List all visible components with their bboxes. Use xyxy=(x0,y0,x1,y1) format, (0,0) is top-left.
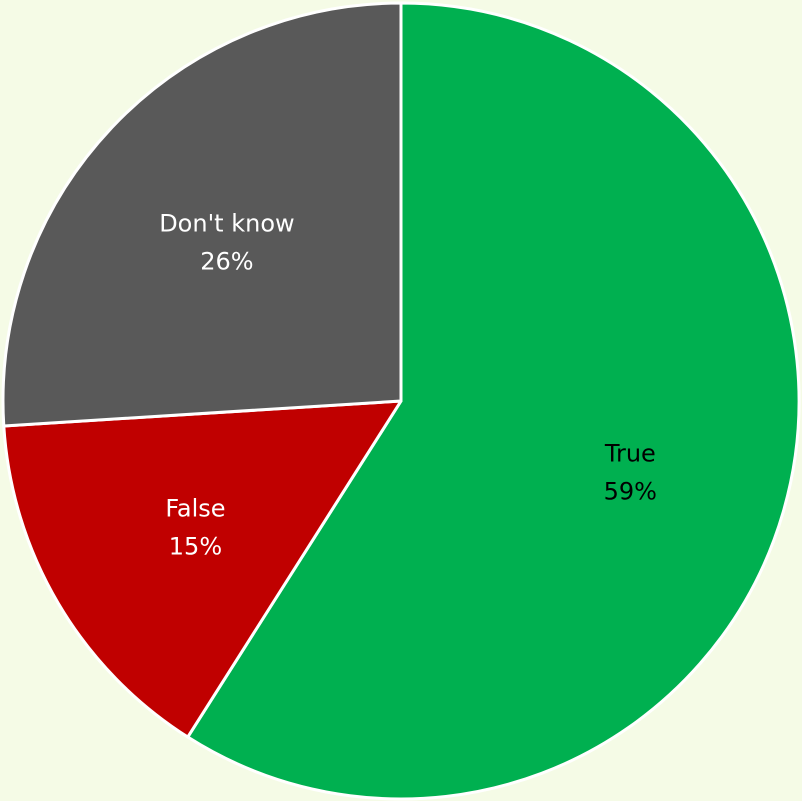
slice-percent-label: 15% xyxy=(169,533,222,561)
pie-labels: True 59% False 15% Don't know 26% xyxy=(159,210,657,561)
slice-label-true: True 59% xyxy=(604,440,657,506)
pie-slice-don-t-know xyxy=(1,1,403,428)
slice-percent-label: 59% xyxy=(604,478,657,506)
slice-percent-label: 26% xyxy=(200,248,253,276)
slice-label-false: False 15% xyxy=(165,495,225,561)
pie-slice-true xyxy=(186,1,801,801)
slice-category-label: False xyxy=(165,495,225,523)
pie-slice-false xyxy=(2,399,403,739)
slice-category-label: Don't know xyxy=(159,210,294,238)
slice-category-label: True xyxy=(604,440,656,468)
slice-label-don-t-know: Don't know 26% xyxy=(159,210,294,276)
